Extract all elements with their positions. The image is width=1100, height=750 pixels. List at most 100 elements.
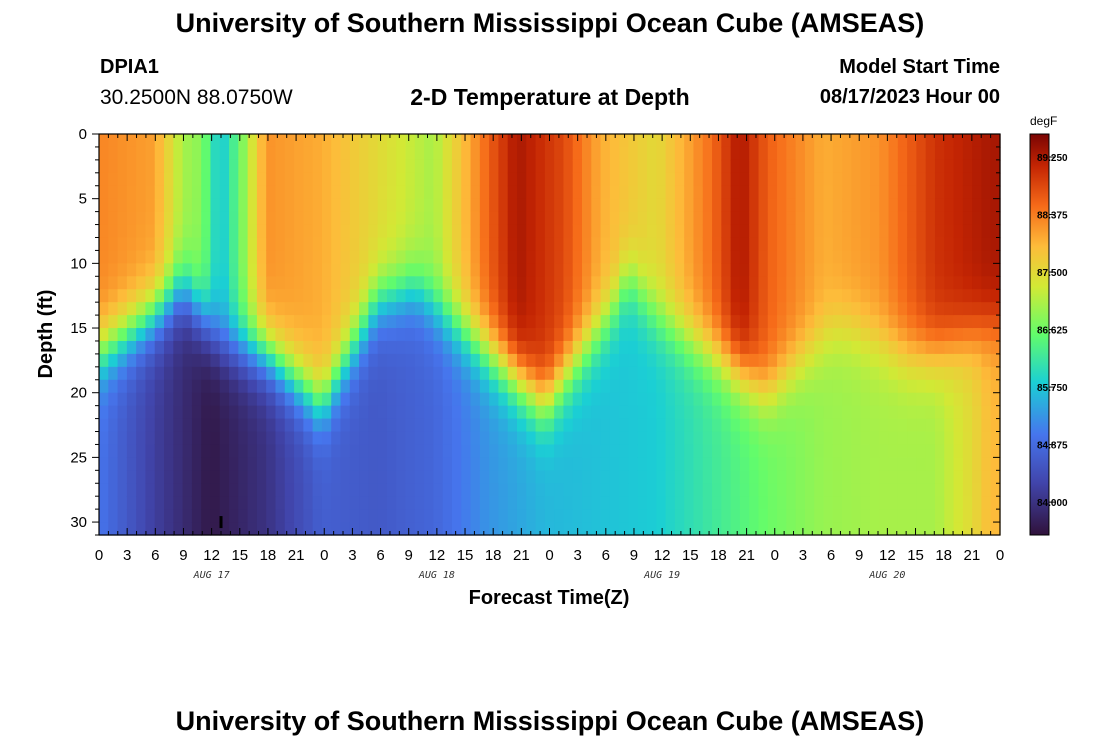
heatmap-cell — [739, 185, 750, 200]
heatmap-cell — [916, 392, 927, 407]
heatmap-cell — [340, 379, 351, 394]
heatmap-cell — [591, 418, 602, 433]
heatmap-cell — [554, 328, 565, 342]
heatmap-cell — [117, 250, 128, 264]
heatmap-cell — [433, 328, 444, 342]
heatmap-cell — [795, 159, 806, 174]
heatmap-cell — [238, 263, 249, 277]
heatmap-cell — [498, 134, 509, 148]
heatmap-cell — [563, 431, 574, 446]
heatmap-cell — [405, 457, 416, 471]
heatmap-cell — [516, 237, 527, 252]
heatmap-cell — [730, 340, 741, 355]
heatmap-cell — [331, 250, 342, 264]
heatmap-cell — [572, 509, 583, 523]
heatmap-cell — [693, 146, 704, 161]
heatmap-cell — [275, 366, 286, 381]
heatmap-cell — [451, 431, 462, 446]
heatmap-cell — [442, 315, 453, 329]
heatmap-cell — [851, 250, 862, 264]
heatmap-cell — [962, 302, 973, 316]
heatmap-cell — [721, 185, 732, 200]
heatmap-cell — [674, 237, 685, 252]
heatmap-cell — [712, 392, 722, 407]
heatmap-cell — [498, 198, 509, 213]
heatmap-cell — [312, 263, 323, 277]
heatmap-cell — [507, 250, 518, 264]
heatmap-cell — [256, 470, 267, 484]
heatmap-cell — [823, 392, 834, 407]
heatmap-cell — [832, 392, 843, 407]
heatmap-cell — [972, 522, 983, 536]
heatmap-cell — [860, 302, 871, 316]
heatmap-cell — [219, 263, 230, 277]
heatmap-cell — [786, 276, 797, 290]
heatmap-cell — [628, 457, 639, 471]
heatmap-cell — [321, 263, 332, 277]
heatmap-cell — [693, 276, 704, 290]
heatmap-cell — [405, 483, 416, 497]
heatmap-cell — [647, 379, 657, 394]
heatmap-cell — [981, 276, 992, 290]
heatmap-cell — [786, 392, 797, 407]
heatmap-cell — [470, 353, 481, 368]
heatmap-cell — [451, 483, 462, 497]
heatmap-cell — [256, 250, 267, 264]
heatmap-cell — [572, 379, 583, 394]
heatmap-cell — [925, 509, 936, 523]
heatmap-cell — [99, 134, 109, 148]
heatmap-cell — [962, 198, 973, 213]
heatmap-cell — [191, 431, 202, 446]
heatmap-cell — [526, 289, 537, 303]
heatmap-cell — [442, 353, 453, 368]
x-axis-title: Forecast Time(Z) — [469, 587, 630, 609]
heatmap-cell — [498, 276, 509, 290]
heatmap-cell — [907, 263, 917, 277]
heatmap-cell — [869, 353, 880, 368]
heatmap-cell — [572, 457, 583, 471]
heatmap-cell — [739, 250, 750, 264]
heatmap-cell — [386, 224, 397, 239]
heatmap-cell — [219, 340, 230, 355]
heatmap-cell — [108, 198, 119, 213]
heatmap-cell — [340, 237, 351, 252]
heatmap-cell — [294, 366, 304, 381]
heatmap-cell — [795, 496, 806, 510]
heatmap-cell — [739, 198, 750, 213]
heatmap-cell — [303, 431, 314, 446]
heatmap-cell — [238, 431, 249, 446]
heatmap-cell — [312, 405, 323, 420]
heatmap-cell — [962, 289, 973, 303]
heatmap-cell — [99, 457, 109, 471]
heatmap-cell — [730, 353, 741, 368]
heatmap-cell — [953, 496, 964, 510]
heatmap-cell — [665, 431, 676, 446]
heatmap-cell — [210, 522, 221, 536]
heatmap-cell — [953, 328, 964, 342]
heatmap-cell — [340, 522, 351, 536]
x-axis: 0 3 6 9 12 15 18 21 0 3 6 9 12 15 18 21 0 3 6 9 12 15 18 21 0 3 6 9… — [95, 134, 1004, 581]
heatmap-cell — [516, 172, 527, 187]
heatmap-cell — [730, 418, 741, 433]
heatmap-cell — [182, 315, 193, 329]
heatmap-cell — [201, 302, 212, 316]
heatmap-cell — [433, 198, 444, 213]
heatmap-cell — [795, 379, 806, 394]
heatmap-cell — [832, 289, 843, 303]
heatmap-cell — [284, 509, 295, 523]
heatmap-cell — [386, 483, 397, 497]
heatmap-cell — [758, 198, 769, 213]
heatmap-cell — [191, 289, 202, 303]
heatmap-cell — [804, 392, 815, 407]
heatmap-cell — [814, 224, 825, 239]
heatmap-cell — [693, 496, 704, 510]
heatmap-cell — [767, 276, 778, 290]
heatmap-cell — [619, 237, 630, 252]
heatmap-cell — [145, 470, 156, 484]
heatmap-cell — [219, 172, 230, 187]
heatmap-cell — [461, 263, 472, 277]
heatmap-cell — [684, 444, 695, 458]
heatmap-cell — [637, 237, 648, 252]
heatmap-cell — [303, 366, 314, 381]
